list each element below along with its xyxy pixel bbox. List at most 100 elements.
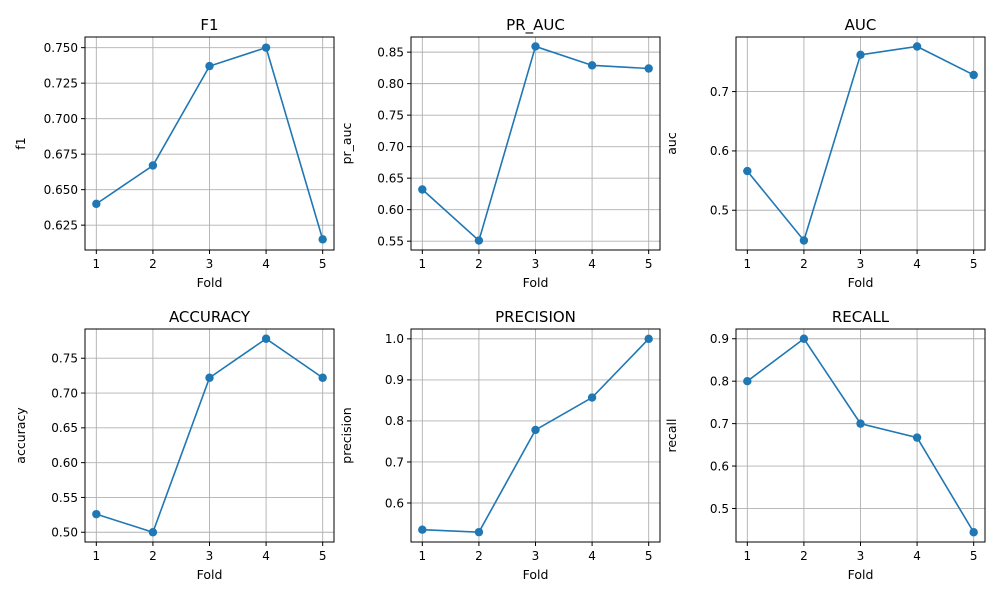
recall-y-tick-label: 0.5 xyxy=(710,502,729,516)
f1-x-tick-label: 2 xyxy=(149,257,157,271)
auc-data-point xyxy=(912,42,922,51)
chart-accuracy: 1 2 3 4 5 0.50 0.55 0.60 0.65 0.70 0.75 ACCURACY Fol… xyxy=(13,308,335,582)
recall-data-point xyxy=(743,376,752,386)
pr_auc-y-tick-label: 0.55 xyxy=(377,234,404,248)
auc-x-axis-label: Fold xyxy=(848,275,874,290)
precision-data-point xyxy=(531,425,540,435)
f1-y-tick-label: 0.750 xyxy=(44,41,78,55)
precision-data-point xyxy=(474,527,484,537)
precision-y-tick-label: 0.7 xyxy=(385,455,404,469)
recall-data-point xyxy=(856,419,865,428)
pr_auc-data-point xyxy=(418,185,427,194)
pr_auc-data-point xyxy=(474,236,484,245)
recall-y-tick-label: 0.7 xyxy=(710,417,729,431)
f1-x-tick-label: 5 xyxy=(319,257,327,271)
pr_auc-x-tick-label: 4 xyxy=(588,257,596,271)
recall-data-point xyxy=(912,433,922,442)
auc-x-tick-label: 2 xyxy=(800,257,808,271)
accuracy-y-tick-label: 0.50 xyxy=(51,526,78,540)
auc-x-tick-label: 5 xyxy=(970,257,978,271)
pr_auc-y-tick-label: 0.80 xyxy=(377,77,404,91)
auc-x-tick-label: 1 xyxy=(743,257,751,271)
f1-y-tick-label: 0.625 xyxy=(44,218,78,232)
precision-x-tick-label: 3 xyxy=(532,549,540,563)
precision-y-tick-label: 0.6 xyxy=(385,496,404,510)
recall-x-tick-label: 4 xyxy=(913,549,921,563)
precision-y-axis-label: precision xyxy=(339,407,354,463)
f1-y-tick-label: 0.650 xyxy=(44,183,78,197)
precision-data-point xyxy=(418,525,427,534)
f1-x-tick-label: 4 xyxy=(262,257,270,271)
pr_auc-x-tick-label: 3 xyxy=(532,257,540,271)
auc-y-tick-label: 0.5 xyxy=(710,204,729,218)
auc-y-tick-label: 0.7 xyxy=(710,85,729,99)
pr_auc-y-tick-label: 0.70 xyxy=(377,140,404,154)
pr_auc-y-tick-label: 0.65 xyxy=(377,171,404,185)
pr_auc-data-point xyxy=(531,42,540,51)
accuracy-y-tick-label: 0.60 xyxy=(51,456,78,470)
chart-auc: 1 2 3 4 5 0.5 0.6 0.7 AUC Fold auc xyxy=(664,16,986,290)
accuracy-data-point xyxy=(318,373,327,382)
recall-x-tick-label: 5 xyxy=(970,549,978,563)
f1-data-point xyxy=(261,43,271,52)
accuracy-data-point xyxy=(148,528,158,537)
recall-x-tick-label: 2 xyxy=(800,549,808,563)
recall-x-tick-label: 3 xyxy=(857,549,865,563)
recall-y-tick-label: 0.9 xyxy=(710,332,729,346)
accuracy-data-point xyxy=(92,509,101,519)
f1-y-tick-label: 0.675 xyxy=(44,147,78,161)
auc-data-point xyxy=(743,166,752,176)
accuracy-y-tick-label: 0.70 xyxy=(51,386,78,400)
f1-chart-title: F1 xyxy=(200,16,218,34)
pr_auc-data-point xyxy=(587,61,597,70)
precision-y-tick-label: 0.8 xyxy=(385,414,404,428)
recall-y-tick-label: 0.6 xyxy=(710,459,729,473)
accuracy-y-axis-label: accuracy xyxy=(13,407,28,464)
recall-x-axis-label: Fold xyxy=(848,567,874,582)
precision-x-tick-label: 1 xyxy=(418,549,426,563)
f1-data-point xyxy=(148,161,158,170)
auc-data-point xyxy=(856,50,865,59)
precision-x-tick-label: 5 xyxy=(645,549,653,563)
accuracy-x-tick-label: 2 xyxy=(149,549,157,563)
pr_auc-data-point xyxy=(644,64,653,73)
recall-y-axis-label: recall xyxy=(664,418,679,452)
pr_auc-y-axis-label: pr_auc xyxy=(339,122,354,164)
precision-data-point xyxy=(644,334,653,344)
precision-y-tick-label: 0.9 xyxy=(385,373,404,387)
accuracy-y-tick-label: 0.75 xyxy=(51,352,78,366)
auc-x-tick-label: 4 xyxy=(913,257,921,271)
f1-y-tick-label: 0.725 xyxy=(44,76,78,90)
f1-data-point xyxy=(92,199,101,209)
recall-y-tick-label: 0.8 xyxy=(710,374,729,388)
precision-chart-title: PRECISION xyxy=(495,308,576,326)
recall-chart-title: RECALL xyxy=(832,308,890,326)
precision-x-axis-label: Fold xyxy=(523,567,549,582)
chart-f1: 1 2 3 4 5 0.625 0.650 0.675 0.700 0.725 0.750 F1 Fol… xyxy=(13,16,335,290)
accuracy-x-tick-label: 1 xyxy=(92,549,100,563)
f1-x-tick-label: 1 xyxy=(92,257,100,271)
precision-x-tick-label: 2 xyxy=(475,549,483,563)
accuracy-chart-title: ACCURACY xyxy=(169,308,251,326)
accuracy-x-tick-label: 3 xyxy=(206,549,214,563)
precision-y-tick-label: 1.0 xyxy=(385,332,404,346)
auc-y-tick-label: 0.6 xyxy=(710,144,729,158)
f1-y-axis-label: f1 xyxy=(13,137,28,149)
precision-data-point xyxy=(587,393,597,402)
auc-chart-title: AUC xyxy=(845,16,877,34)
recall-data-point xyxy=(799,334,809,343)
accuracy-data-point xyxy=(261,334,271,343)
accuracy-y-tick-label: 0.65 xyxy=(51,421,78,435)
accuracy-x-tick-label: 4 xyxy=(262,549,270,563)
f1-data-point xyxy=(318,235,327,244)
chart-pr_auc: 1 2 3 4 5 0.55 0.60 0.65 0.70 0.75 0.80 0.85 PR_AUC F… xyxy=(339,16,661,290)
f1-data-point xyxy=(205,61,214,71)
chart-recall: 1 2 3 4 5 0.5 0.6 0.7 0.8 0.9 RECALL Fold recall xyxy=(664,308,986,582)
f1-y-tick-label: 0.700 xyxy=(44,112,78,126)
auc-data-point xyxy=(799,236,809,245)
auc-x-tick-label: 3 xyxy=(857,257,865,271)
pr_auc-y-tick-label: 0.85 xyxy=(377,45,404,59)
f1-x-axis-label: Fold xyxy=(197,275,223,290)
accuracy-x-axis-label: Fold xyxy=(197,567,223,582)
